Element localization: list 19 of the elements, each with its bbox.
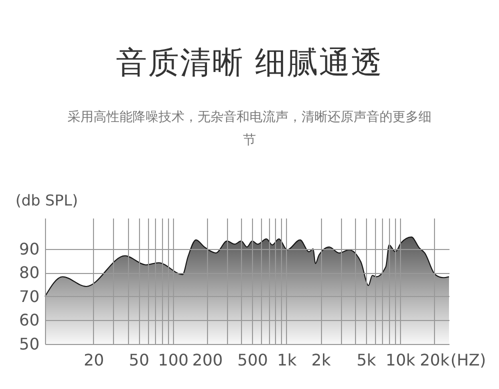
chart-subtitle: 采用高性能降噪技术，无杂音和电流声，清晰还原声音的更多细节 [66,109,432,150]
y-tick-label: 60 [19,310,40,330]
x-tick-label: 20 [84,350,104,370]
y-tick-label: 80 [19,263,40,282]
x-tick-label: 200 [192,350,223,370]
chart-title: 音质清晰 细腻通透 [115,44,384,83]
x-tick-label: 5k [356,350,377,370]
x-tick-label: 50 [128,350,150,370]
x-axis-title: (HZ) [450,350,486,370]
x-tick-label: 20k [420,350,450,370]
x-tick-label: 1k [277,350,298,370]
y-tick-label: 90 [19,239,40,258]
x-tick-label: 2k [311,350,332,370]
y-tick-label: 70 [19,286,40,306]
x-tick-label: 500 [237,350,268,370]
x-tick-label: 10k [386,350,416,370]
x-tick-label: 100 [158,350,189,370]
y-axis-title: (db SPL) [16,192,78,210]
y-tick-label: 50 [19,334,40,354]
